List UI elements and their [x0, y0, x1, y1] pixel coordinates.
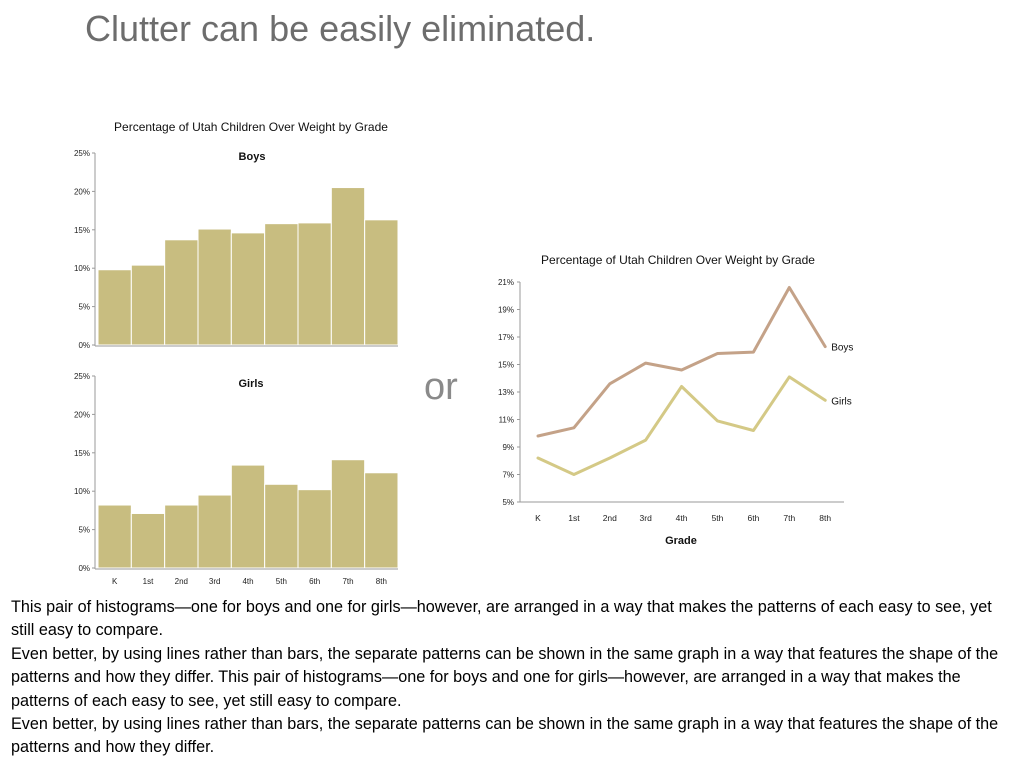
x-tick-label: 8th: [819, 513, 831, 523]
bar: [97, 269, 132, 346]
x-tick-label: 6th: [309, 577, 320, 586]
panel-subtitle: Girls: [238, 378, 263, 390]
y-tick-label: 15%: [74, 449, 90, 458]
x-tick-label: 7th: [783, 513, 795, 523]
bar: [197, 494, 232, 569]
bar: [130, 512, 166, 569]
y-tick-label: 11%: [499, 416, 514, 425]
y-tick-label: 9%: [502, 443, 514, 452]
x-tick-label: 5th: [712, 513, 724, 523]
x-tick-label: 3rd: [209, 577, 221, 586]
y-tick-label: 15%: [498, 361, 514, 370]
y-tick-label: 10%: [74, 264, 90, 273]
y-tick-label: 25%: [74, 149, 90, 158]
bar: [230, 464, 266, 569]
y-tick-label: 20%: [74, 410, 90, 419]
body-text: This pair of histograms—one for boys and…: [11, 596, 1011, 760]
paragraph: Even better, by using lines rather than …: [11, 715, 999, 757]
y-tick-label: 10%: [74, 487, 90, 496]
bar: [297, 222, 332, 346]
bar: [230, 232, 266, 346]
x-tick-label: 7th: [342, 577, 353, 586]
y-tick-label: 0%: [78, 564, 90, 573]
y-tick-label: 19%: [498, 306, 514, 315]
boys-histogram: Percentage of Utah Children Over Weight …: [74, 120, 399, 350]
x-axis-label: Grade: [665, 535, 697, 547]
x-tick-label: 2nd: [603, 513, 617, 523]
bar: [364, 472, 399, 569]
y-tick-label: 20%: [74, 187, 90, 196]
x-tick-label: 1st: [143, 577, 154, 586]
bar: [364, 219, 399, 346]
bar: [264, 223, 299, 346]
chart-title: Percentage of Utah Children Over Weight …: [541, 253, 815, 267]
y-tick-label: 15%: [74, 226, 90, 235]
x-tick-label: K: [535, 513, 541, 523]
paragraph: This pair of histograms—one for boys and…: [11, 598, 992, 640]
y-tick-label: 25%: [74, 372, 90, 381]
bar: [264, 483, 299, 569]
slide-title: Clutter can be easily eliminated.: [85, 8, 596, 49]
x-tick-label: 1st: [568, 513, 580, 523]
bar: [330, 187, 366, 346]
series-line-girls: [536, 375, 827, 476]
x-tick-label: 8th: [376, 577, 387, 586]
y-tick-label: 7%: [502, 471, 514, 480]
bar: [164, 239, 199, 346]
y-tick-label: 5%: [78, 303, 90, 312]
y-tick-label: 5%: [78, 526, 90, 535]
series-label-boys: Boys: [831, 343, 853, 354]
bar: [97, 504, 132, 569]
line-chart: Percentage of Utah Children Over Weight …: [498, 253, 853, 547]
y-tick-label: 13%: [498, 388, 514, 397]
x-tick-label: 3rd: [640, 513, 653, 523]
panel-subtitle: Boys: [239, 151, 266, 163]
chart-title: Percentage of Utah Children Over Weight …: [114, 120, 388, 134]
girls-histogram: Girls 0% 5% 10% 15% 20% 25% K 1st 2nd 3rd 4th 5th 6t…: [74, 372, 399, 586]
y-tick-label: 21%: [498, 278, 514, 287]
y-tick-label: 0%: [78, 341, 90, 350]
paragraph: Even better, by using lines rather than …: [11, 644, 999, 710]
x-tick-label: 5th: [276, 577, 287, 586]
series-line-boys: [536, 286, 827, 438]
x-tick-label: 2nd: [175, 577, 188, 586]
series-label-girls: Girls: [831, 396, 852, 407]
bar: [164, 504, 199, 569]
bar: [297, 489, 332, 569]
y-tick-label: 17%: [498, 333, 514, 342]
y-tick-label: 5%: [502, 498, 514, 507]
x-tick-label: K: [112, 577, 118, 586]
bar: [130, 264, 166, 346]
or-label: or: [424, 366, 458, 408]
x-tick-label: 4th: [676, 513, 688, 523]
bar: [330, 459, 366, 569]
x-tick-label: 6th: [747, 513, 759, 523]
x-tick-label: 4th: [242, 577, 253, 586]
bar: [197, 228, 232, 346]
